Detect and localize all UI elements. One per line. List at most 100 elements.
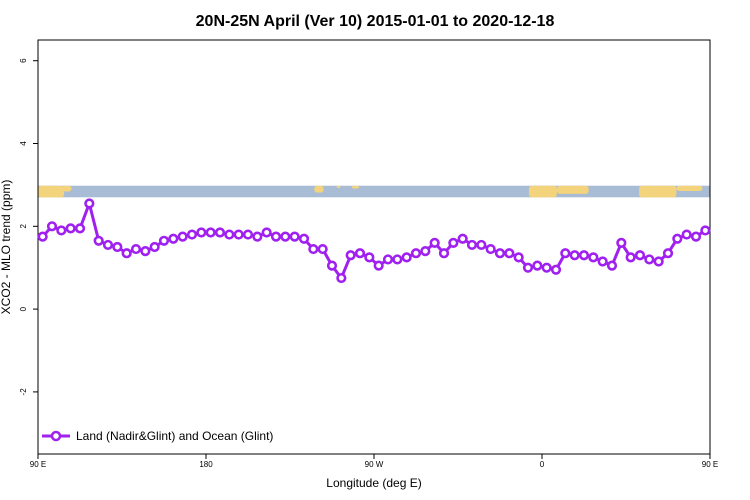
data-point: [494, 248, 506, 259]
data-point: [578, 250, 590, 261]
data-point: [466, 239, 478, 251]
data-point: [476, 239, 487, 251]
x-tick-label: 180: [199, 460, 213, 469]
data-point: [541, 262, 552, 273]
y-tick-label: 6: [19, 58, 28, 63]
data-point: [644, 254, 655, 265]
data-point: [121, 248, 132, 259]
map-land: [528, 185, 557, 198]
data-point: [46, 221, 58, 232]
data-point: [177, 231, 188, 242]
data-point: [224, 229, 235, 240]
legend-label: Land (Nadir&Glint) and Ocean (Glint): [76, 429, 273, 443]
data-point: [102, 239, 114, 251]
data-point: [560, 248, 571, 259]
y-axis: -2 0 2 4 6: [19, 58, 38, 396]
data-point: [214, 227, 226, 238]
data-point: [233, 229, 244, 240]
data-point: [242, 229, 254, 240]
map-land: [676, 185, 703, 191]
data-point: [597, 256, 608, 267]
data-point: [429, 237, 440, 248]
data-point: [438, 248, 450, 259]
map-land: [639, 185, 677, 198]
legend: Land (Nadir&Glint) and Ocean (Glint): [42, 429, 273, 443]
chart-title: 20N-25N April (Ver 10) 2015-01-01 to 202…: [196, 13, 555, 30]
map-land: [62, 185, 72, 192]
y-tick-label: 4: [19, 141, 28, 146]
data-point: [672, 233, 683, 244]
data-point: [289, 231, 300, 242]
data-point: [261, 227, 272, 238]
y-tick-label: 2: [19, 224, 28, 229]
data-point: [401, 252, 412, 263]
data-point: [93, 235, 104, 246]
map-land: [336, 185, 341, 189]
data-point: [569, 250, 580, 261]
series-layer: [37, 198, 711, 284]
map-land: [38, 185, 65, 198]
x-tick-label: 90 W: [365, 460, 384, 469]
data-point: [681, 229, 692, 240]
data-point: [504, 248, 515, 259]
data-point: [56, 225, 67, 236]
data-point: [168, 233, 179, 244]
data-point: [270, 231, 282, 242]
data-point: [532, 260, 543, 271]
data-point: [634, 250, 646, 261]
data-point: [662, 248, 674, 259]
y-tick-label: -2: [19, 388, 28, 396]
map-strip: [38, 185, 710, 198]
data-point: [317, 243, 328, 255]
data-point: [158, 235, 170, 246]
data-point: [336, 272, 347, 284]
data-point: [196, 227, 207, 238]
data-point: [448, 237, 459, 248]
data-point: [326, 260, 338, 271]
data-point: [550, 264, 562, 275]
data-point: [252, 231, 263, 242]
data-point: [513, 252, 524, 263]
data-point: [373, 260, 384, 271]
x-tick-label: 90 E: [702, 460, 718, 469]
map-land: [351, 185, 360, 189]
data-point: [616, 237, 627, 248]
x-tick-label: 90 E: [30, 460, 46, 469]
data-point: [420, 246, 431, 257]
data-point: [298, 233, 310, 244]
data-point: [625, 252, 636, 263]
x-axis-label: Longitude (deg E): [326, 476, 421, 490]
x-axis: 90 E 180 90 W 0 90 E: [30, 454, 718, 469]
data-point: [345, 250, 356, 261]
y-axis-label: XCO2 - MLO trend (ppm): [0, 180, 13, 315]
legend-marker-swatch: [50, 430, 62, 442]
data-point: [522, 262, 534, 273]
data-point: [606, 260, 618, 271]
data-point: [410, 248, 422, 259]
data-point: [130, 243, 142, 255]
data-point: [280, 231, 291, 242]
data-point: [354, 248, 366, 259]
data-point: [84, 198, 95, 209]
data-point: [382, 254, 394, 265]
data-point: [149, 241, 160, 253]
data-point: [205, 227, 216, 238]
map-land: [314, 185, 324, 193]
data-point: [588, 252, 599, 263]
data-point: [485, 243, 496, 255]
data-point: [392, 254, 403, 265]
data-point: [308, 243, 319, 255]
x-tick-label: 0: [540, 460, 545, 469]
y-tick-label: 0: [19, 306, 28, 311]
data-point: [140, 246, 151, 257]
map-ocean: [38, 185, 710, 198]
data-point: [700, 225, 711, 236]
data-point: [690, 231, 702, 242]
map-land: [556, 185, 589, 194]
data-point: [65, 223, 76, 234]
data-point: [74, 223, 86, 234]
data-point: [112, 241, 123, 253]
data-point: [457, 233, 468, 244]
